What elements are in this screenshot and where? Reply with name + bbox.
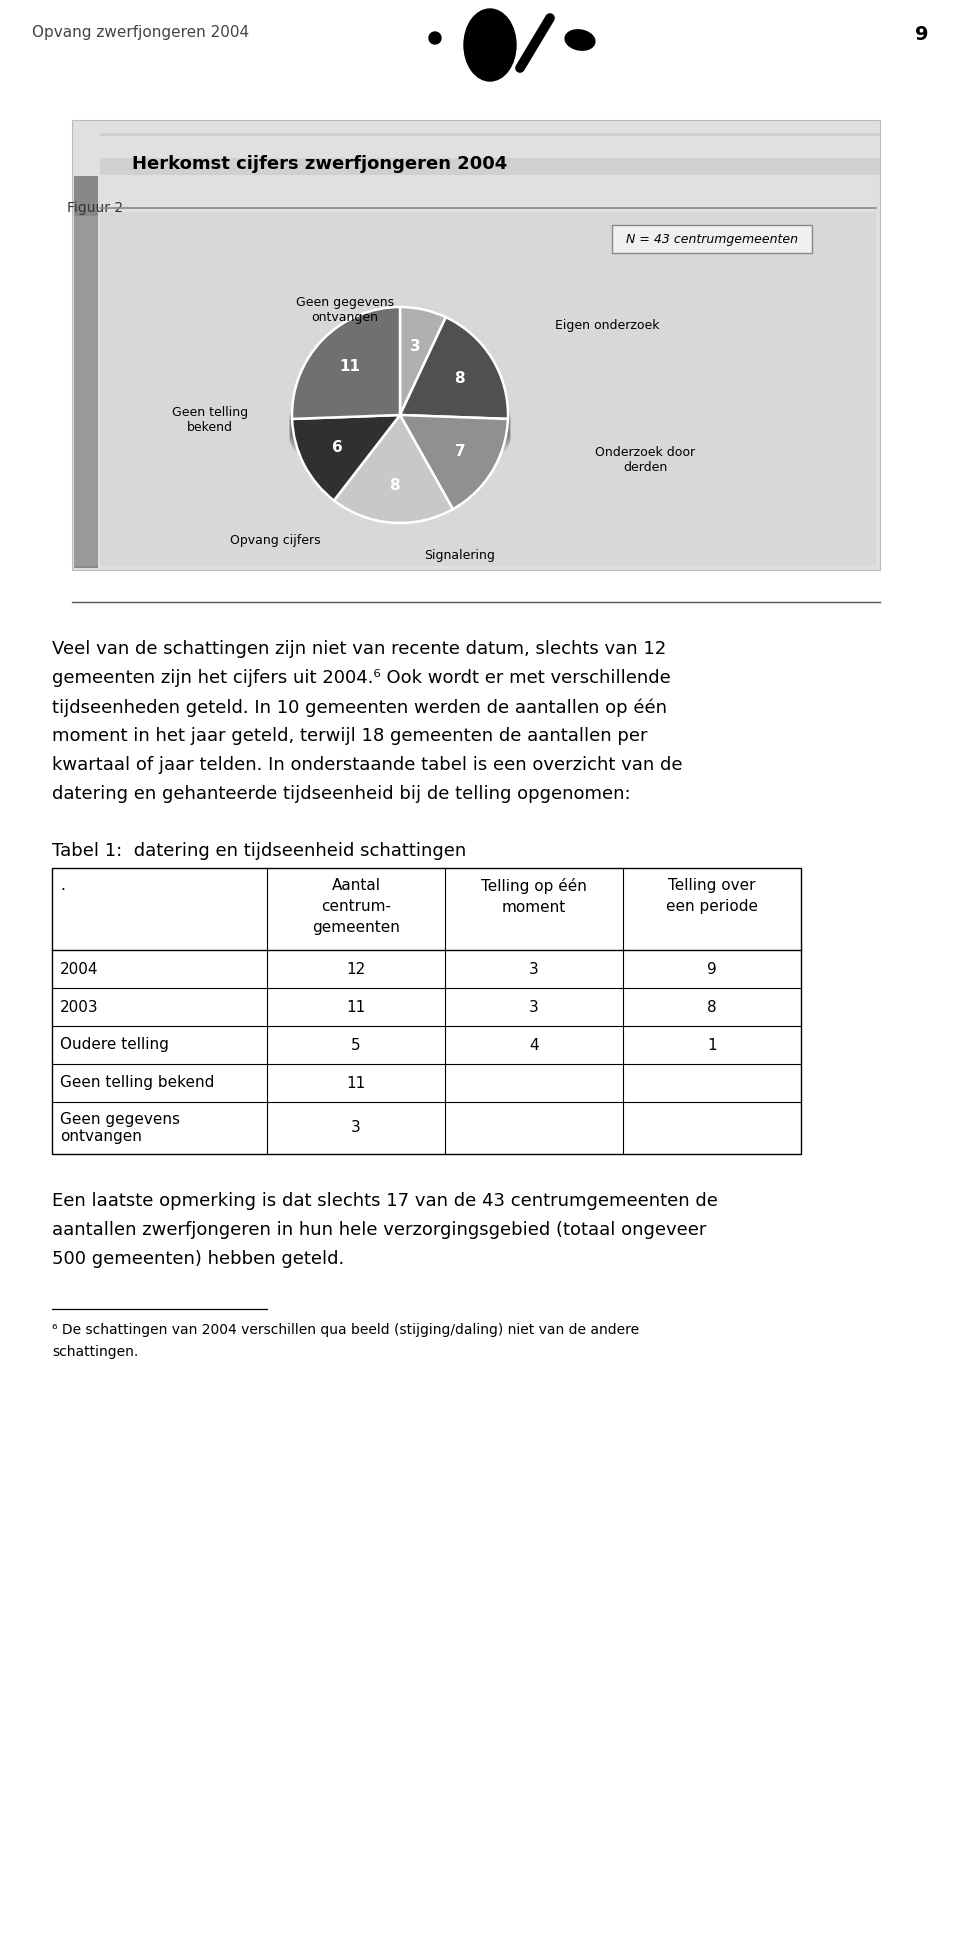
Text: Herkomst cijfers zwerfjongeren 2004: Herkomst cijfers zwerfjongeren 2004	[132, 154, 507, 172]
Ellipse shape	[289, 399, 511, 465]
Text: 1: 1	[708, 1038, 717, 1052]
Text: 500 gemeenten) hebben geteld.: 500 gemeenten) hebben geteld.	[52, 1249, 345, 1269]
Text: 8: 8	[708, 999, 717, 1015]
Text: Opvang zwerfjongeren 2004: Opvang zwerfjongeren 2004	[32, 25, 250, 39]
Text: Tabel 1:  datering en tijdseenheid schattingen: Tabel 1: datering en tijdseenheid schatt…	[52, 843, 467, 860]
Wedge shape	[400, 307, 445, 414]
Bar	[100, 137, 880, 158]
Wedge shape	[400, 414, 508, 508]
Text: Geen telling bekend: Geen telling bekend	[60, 1075, 214, 1091]
Text: 11: 11	[339, 360, 360, 373]
Bar	[100, 133, 880, 176]
Text: aantallen zwerfjongeren in hun hele verzorgingsgebied (totaal ongeveer: aantallen zwerfjongeren in hun hele verz…	[52, 1222, 707, 1239]
Text: 3: 3	[529, 962, 539, 976]
Ellipse shape	[289, 397, 511, 463]
Text: .: .	[60, 878, 65, 893]
Text: Figuur 2: Figuur 2	[67, 201, 123, 215]
Text: Een laatste opmerking is dat slechts 17 van de 43 centrumgemeenten de: Een laatste opmerking is dat slechts 17 …	[52, 1193, 718, 1210]
Ellipse shape	[289, 401, 511, 467]
Bar	[72, 119, 880, 571]
Ellipse shape	[289, 405, 511, 471]
Ellipse shape	[289, 407, 511, 473]
Text: Telling over
een periode: Telling over een periode	[666, 878, 758, 915]
Text: Geen gegevens
ontvangen: Geen gegevens ontvangen	[296, 295, 394, 325]
Text: 5: 5	[351, 1038, 361, 1052]
Bar	[52, 868, 801, 1153]
Ellipse shape	[289, 395, 511, 461]
Ellipse shape	[464, 10, 516, 80]
Ellipse shape	[289, 405, 511, 471]
Text: 3: 3	[410, 338, 420, 354]
Text: N = 43 centrumgemeenten: N = 43 centrumgemeenten	[626, 233, 798, 246]
Text: 2003: 2003	[60, 999, 99, 1015]
Text: Geen gegevens
ontvangen: Geen gegevens ontvangen	[60, 1112, 180, 1144]
Text: Telling op één
moment: Telling op één moment	[481, 878, 587, 915]
Ellipse shape	[289, 383, 511, 450]
Wedge shape	[292, 307, 400, 418]
Text: gemeenten zijn het cijfers uit 2004.⁶ Ook wordt er met verschillende: gemeenten zijn het cijfers uit 2004.⁶ Oo…	[52, 669, 671, 686]
Text: ⁶ De schattingen van 2004 verschillen qua beeld (stijging/daling) niet van de an: ⁶ De schattingen van 2004 verschillen qu…	[52, 1324, 639, 1337]
Text: 4: 4	[529, 1038, 539, 1052]
Ellipse shape	[289, 387, 511, 454]
Text: moment in het jaar geteld, terwijl 18 gemeenten de aantallen per: moment in het jaar geteld, terwijl 18 ge…	[52, 727, 647, 745]
Bar	[74, 176, 98, 569]
Text: Signalering: Signalering	[424, 549, 495, 561]
Text: Onderzoek door
derden: Onderzoek door derden	[595, 446, 695, 473]
FancyBboxPatch shape	[612, 225, 812, 252]
Ellipse shape	[289, 385, 511, 452]
Text: 2004: 2004	[60, 962, 99, 976]
Ellipse shape	[289, 403, 511, 469]
Text: Geen telling
bekend: Geen telling bekend	[172, 407, 248, 434]
Ellipse shape	[289, 401, 511, 467]
Text: 9: 9	[915, 25, 928, 45]
Ellipse shape	[289, 389, 511, 456]
Text: kwartaal of jaar telden. In onderstaande tabel is een overzicht van de: kwartaal of jaar telden. In onderstaande…	[52, 757, 683, 774]
Ellipse shape	[565, 29, 595, 51]
Text: Veel van de schattingen zijn niet van recente datum, slechts van 12: Veel van de schattingen zijn niet van re…	[52, 639, 666, 659]
Text: 3: 3	[351, 1120, 361, 1136]
Ellipse shape	[289, 391, 511, 457]
Text: 11: 11	[347, 1075, 366, 1091]
Text: tijdseenheden geteld. In 10 gemeenten werden de aantallen op één: tijdseenheden geteld. In 10 gemeenten we…	[52, 698, 667, 716]
Text: 8: 8	[455, 371, 466, 385]
Ellipse shape	[289, 393, 511, 459]
Ellipse shape	[289, 391, 511, 457]
Text: 6: 6	[332, 440, 343, 456]
Text: 12: 12	[347, 962, 366, 976]
Text: Oudere telling: Oudere telling	[60, 1038, 169, 1052]
Ellipse shape	[429, 31, 441, 45]
Bar	[100, 211, 876, 567]
Ellipse shape	[289, 385, 511, 452]
Text: schattingen.: schattingen.	[52, 1345, 138, 1359]
Text: 9: 9	[708, 962, 717, 976]
Text: 11: 11	[347, 999, 366, 1015]
Text: 3: 3	[529, 999, 539, 1015]
Text: Opvang cijfers: Opvang cijfers	[229, 534, 321, 547]
Text: Eigen onderzoek: Eigen onderzoek	[555, 319, 660, 332]
Text: datering en gehanteerde tijdseenheid bij de telling opgenomen:: datering en gehanteerde tijdseenheid bij…	[52, 786, 631, 804]
Text: 8: 8	[390, 477, 400, 493]
Text: 7: 7	[455, 444, 466, 459]
Wedge shape	[292, 414, 400, 500]
Ellipse shape	[289, 395, 511, 461]
Bar	[74, 215, 98, 567]
Text: Aantal
centrum-
gemeenten: Aantal centrum- gemeenten	[312, 878, 400, 934]
Wedge shape	[400, 317, 508, 418]
Wedge shape	[334, 414, 453, 524]
